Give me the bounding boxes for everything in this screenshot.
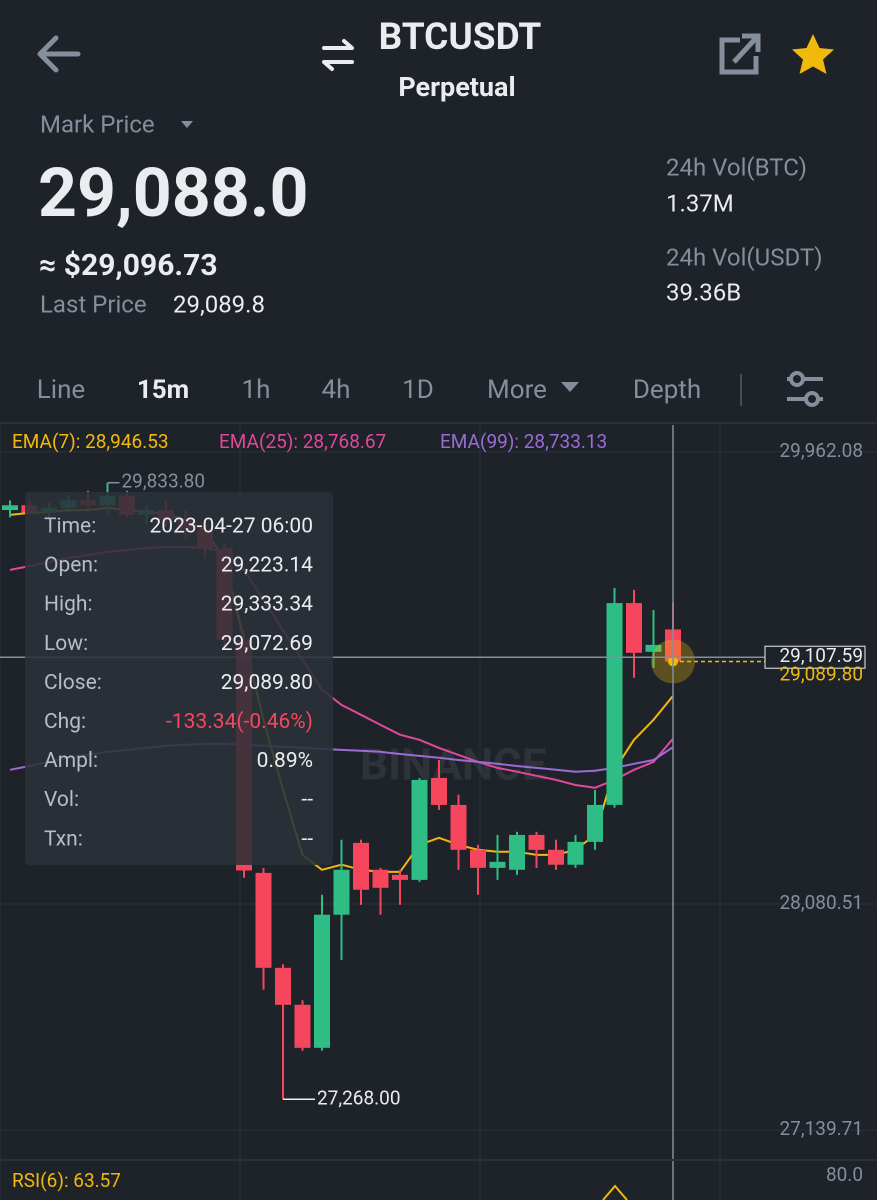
- stat-value: 39.36B: [666, 278, 741, 306]
- mark-price-label[interactable]: Mark Price: [40, 110, 155, 138]
- tooltip-value: --: [301, 788, 313, 812]
- candle-body: [372, 869, 389, 888]
- tooltip-value: 29,333.34: [221, 593, 313, 617]
- candle-body: [470, 849, 486, 868]
- usd-price: ≈ $29,096.73: [39, 248, 218, 283]
- tab[interactable]: Line: [37, 375, 85, 405]
- tab[interactable]: 1h: [242, 375, 271, 405]
- tooltip-value: 29,223.14: [221, 554, 313, 578]
- timeframe-tabs: Line 15m 1h 4h 1D More Depth: [37, 375, 701, 405]
- candle-body: [255, 872, 272, 968]
- candle-body: [275, 967, 291, 1005]
- share-button[interactable]: [719, 33, 761, 75]
- candle-body: [411, 779, 428, 880]
- rsi-tick-label: 80.0: [826, 1163, 863, 1186]
- last-price: 29,089.8: [173, 290, 265, 318]
- tooltip-value: 29,072.69: [221, 632, 313, 656]
- last-price-label: Last Price: [40, 290, 147, 318]
- y-tick-label: 29,962.08: [780, 439, 864, 462]
- last-price-label: 29,089.80: [780, 663, 864, 686]
- min-label: 27,268.00: [317, 1086, 401, 1109]
- dropdown-caret: [561, 382, 579, 392]
- legend-entry: EMA(7): 28,946.53: [12, 430, 169, 453]
- candle-body: [606, 603, 623, 805]
- tooltip-value: --: [301, 827, 313, 851]
- candle-body: [333, 869, 350, 915]
- candle-body: [450, 804, 467, 850]
- tooltip-label: Low:: [44, 632, 88, 656]
- rsi-line: [602, 1184, 628, 1200]
- dropdown-caret: [181, 121, 193, 128]
- tooltip-label: Open:: [44, 554, 98, 578]
- legend-entry: EMA(99): 28,733.13: [440, 430, 607, 453]
- candle-body: [528, 834, 545, 850]
- candle-body: [645, 644, 662, 652]
- tooltip-value: 29,089.80: [221, 671, 313, 695]
- candle-body: [489, 861, 506, 868]
- crosshair-label-bg: [764, 645, 866, 669]
- stat-label: 24h Vol(BTC): [666, 153, 807, 181]
- mark-price: 29,088.0: [38, 153, 309, 233]
- tooltip-label: Ampl:: [44, 749, 98, 773]
- y-tick-label: 28,080.51: [780, 891, 864, 914]
- stat-label: 24h Vol(USDT): [666, 243, 823, 271]
- tooltip-value: -133.34(-0.46%): [166, 710, 313, 734]
- tab[interactable]: More: [487, 375, 547, 405]
- candle-body: [2, 505, 18, 511]
- max-label: 29,833.80: [122, 470, 206, 493]
- tooltip-label: Time:: [44, 515, 96, 539]
- candle-body: [626, 603, 642, 653]
- watermark: BINANCE: [360, 739, 547, 791]
- swap-icon[interactable]: [322, 39, 354, 71]
- tooltip-label: Vol:: [44, 788, 79, 812]
- tab[interactable]: Depth: [633, 375, 701, 405]
- stat-value: 1.37M: [666, 189, 734, 217]
- subtitle: Perpetual: [398, 71, 515, 103]
- tooltip-value: 0.89%: [257, 749, 313, 773]
- candle-body: [509, 834, 525, 870]
- tooltip-label: Txn:: [44, 827, 83, 851]
- tab[interactable]: 15m: [137, 375, 189, 405]
- tooltip-box: [25, 492, 333, 865]
- candle-body: [294, 1004, 311, 1048]
- rsi-label: RSI(6): 63.57: [12, 1169, 121, 1192]
- tooltip-value: 2023-04-27 06:00: [149, 515, 313, 539]
- candle-body: [587, 804, 603, 842]
- favorite-star[interactable]: [792, 34, 834, 74]
- crosshair-label: 29,107.59: [780, 644, 864, 667]
- title: BTCUSDT: [379, 16, 542, 59]
- candle-body: [548, 849, 564, 865]
- tab[interactable]: 1D: [402, 375, 434, 405]
- candle-body: [567, 841, 584, 865]
- legend-entry: EMA(25): 28,768.67: [219, 430, 386, 453]
- tooltip-label: High:: [44, 593, 93, 617]
- kline-chart[interactable]: 29,962.08 28,080.51 27,139.71 BINANCE 29,833…: [0, 425, 877, 1200]
- back-button[interactable]: [37, 35, 81, 73]
- candle-body: [431, 777, 447, 805]
- tooltip-label: Close:: [44, 671, 102, 695]
- y-tick-label: 27,139.71: [780, 1117, 864, 1140]
- candle-body: [314, 914, 330, 1048]
- chart-settings-button[interactable]: [787, 371, 823, 407]
- candle-body: [353, 842, 369, 890]
- tab[interactable]: 4h: [322, 375, 351, 405]
- tooltip-label: Chg:: [44, 710, 86, 734]
- candle-body: [392, 874, 408, 880]
